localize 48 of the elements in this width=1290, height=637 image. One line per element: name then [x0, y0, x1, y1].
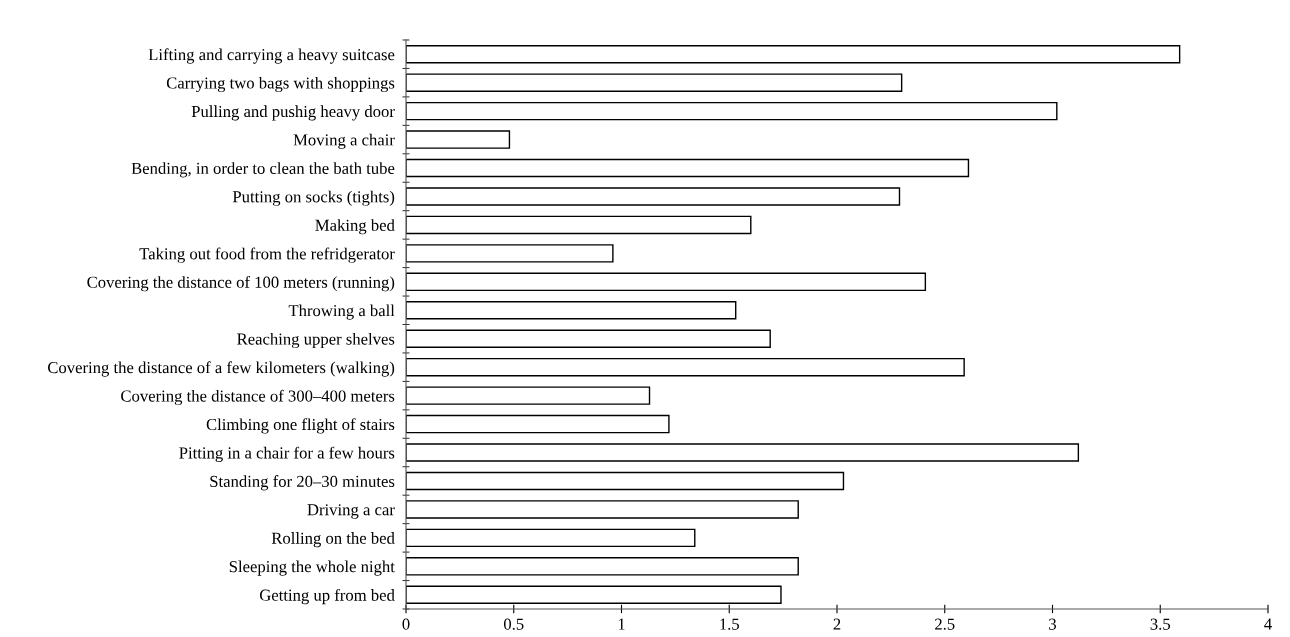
y-tick-label: Making bed	[315, 219, 395, 235]
y-tick-label: Reaching upper shelves	[237, 332, 395, 349]
bar	[406, 386, 651, 405]
bar	[406, 44, 1181, 64]
y-tick-label: Covering the distance of 100 meters (running)	[87, 275, 395, 292]
x-tick-label: 2.5	[935, 618, 955, 630]
x-tick-label: 0.5	[503, 618, 524, 630]
x-tick-label: 1.5	[720, 618, 740, 630]
bar	[406, 101, 1058, 121]
y-tick-label: Taking out food from the refridgerator	[139, 247, 395, 263]
bar	[406, 557, 799, 576]
y-tick-label: Bending, in order to clean the bath tube	[131, 162, 395, 178]
y-tick-label: Covering the distance of 300–400 meters	[121, 389, 395, 406]
x-tick-label: 4	[1264, 618, 1272, 630]
y-tick-label: Pitting in a chair for a few hours	[179, 446, 395, 462]
y-tick-label: Lifting and carrying a heavy suitcase	[148, 48, 395, 64]
y-tick-label: Climbing one flight of stairs	[206, 418, 395, 434]
bar	[406, 500, 799, 519]
y-tick-label: Standing for 20–30 minutes	[210, 475, 395, 491]
bar	[406, 158, 970, 178]
bar	[406, 301, 737, 320]
bar	[406, 272, 927, 292]
bar	[406, 130, 511, 149]
y-tick-label: Covering the distance of a few kilometers (walking)	[47, 361, 395, 377]
bar	[406, 329, 771, 348]
bar	[406, 244, 614, 263]
x-tick-label: 2	[833, 618, 841, 630]
x-tick-label: 0	[402, 618, 410, 630]
bar	[406, 187, 901, 206]
bar	[406, 215, 752, 235]
x-tick-label: 1	[618, 618, 625, 630]
bar	[406, 357, 965, 377]
y-tick-label: Sleeping the whole night	[229, 560, 395, 576]
bar	[406, 414, 670, 434]
y-tick-label: Moving a chair	[293, 133, 395, 149]
y-tick-label: Putting on socks (tights)	[232, 190, 395, 206]
bar	[406, 73, 903, 92]
y-tick-label: Throwing a ball	[288, 304, 395, 320]
y-tick-label: Pulling and pushig heavy door	[191, 105, 395, 121]
x-tick-label: 3.5	[1150, 618, 1171, 630]
y-tick-label: Getting up from bed	[259, 588, 395, 605]
y-tick-label: Carrying two bags with shoppings	[166, 76, 395, 93]
y-tick-label: Driving a car	[307, 504, 395, 519]
bar	[406, 471, 845, 491]
y-tick-label: Rolling on the bed	[271, 532, 395, 548]
bar	[406, 443, 1080, 462]
bar	[406, 528, 696, 548]
x-tick-label: 3	[1049, 618, 1057, 630]
